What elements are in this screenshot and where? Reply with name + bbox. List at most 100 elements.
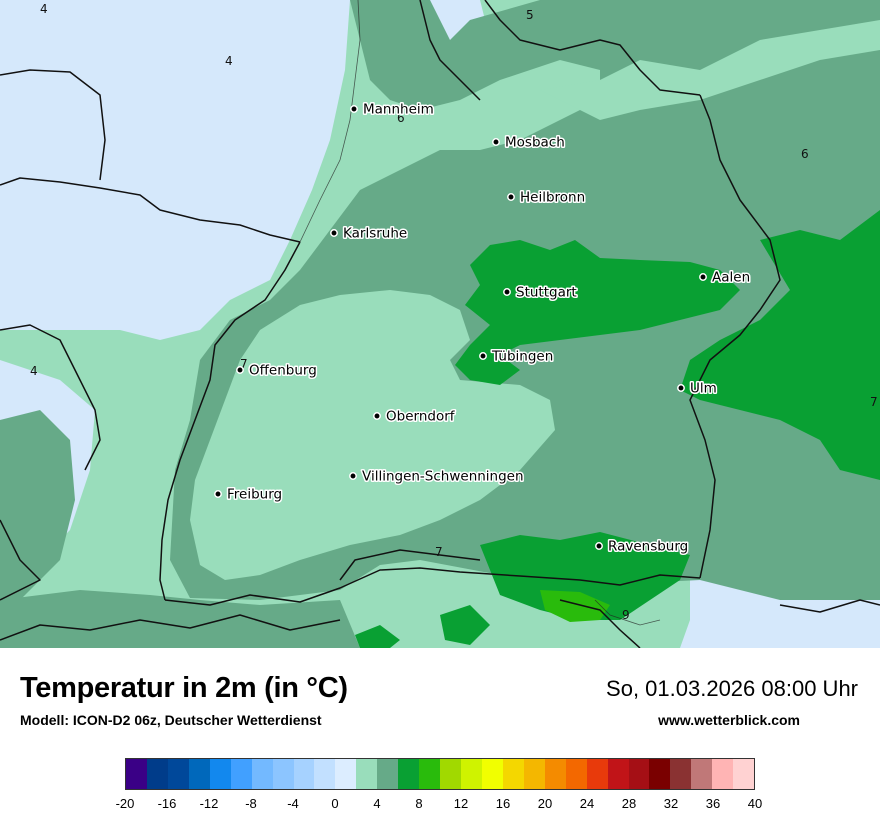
- city-label: Aalen: [712, 270, 750, 286]
- city-stuttgart: Stuttgart: [503, 283, 578, 302]
- legend-tick: 28: [621, 796, 637, 811]
- legend-tick: 32: [663, 796, 679, 811]
- legend-swatch: [377, 759, 399, 789]
- city-label: Freiburg: [227, 487, 282, 503]
- city-dot: [507, 193, 515, 201]
- legend-swatch: [419, 759, 441, 789]
- city-offenburg: Offenburg: [236, 361, 318, 380]
- city-dot: [699, 273, 707, 281]
- legend-swatch: [586, 759, 608, 789]
- city-label: Villingen-Schwenningen: [362, 469, 524, 485]
- map-footer: Temperatur in 2m (in °C) Modell: ICON-D2…: [0, 648, 880, 830]
- legend-swatch: [670, 759, 692, 789]
- city-label: Ulm: [690, 381, 717, 397]
- color-legend: -20 -16 -12 -8 -4 0 4 8 12 16 20 24 28 32 36 40: [116, 758, 762, 811]
- legend-swatch: [733, 759, 755, 789]
- city-dot: [503, 288, 511, 296]
- city-oberndorf: Oberndorf: [373, 407, 457, 426]
- city-dot: [330, 229, 338, 237]
- legend-swatch: [712, 759, 734, 789]
- isotherm-label: 4: [225, 54, 233, 68]
- legend-swatch: [251, 759, 273, 789]
- city-aalen: Aalen: [699, 268, 752, 287]
- legend-tick: 8: [415, 796, 423, 811]
- legend-swatch: [502, 759, 524, 789]
- legend-tick: 24: [579, 796, 595, 811]
- legend-swatch: [691, 759, 713, 789]
- city-label: Mannheim: [363, 102, 434, 118]
- city-label: Tübingen: [491, 349, 553, 365]
- map-title: Temperatur in 2m (in °C): [20, 672, 348, 704]
- city-dot: [349, 472, 357, 480]
- legend-swatch: [356, 759, 378, 789]
- rivers: [299, 0, 661, 626]
- pale-area-east: [540, 20, 880, 120]
- legend-color-bar: [125, 758, 755, 790]
- legend-tick-labels: -20 -16 -12 -8 -4 0 4 8 12 16 20 24 28 32 36 40: [116, 796, 763, 812]
- legend-swatch: [230, 759, 252, 789]
- legend-tick: -20: [115, 796, 135, 811]
- city-mannheim: Mannheim: [350, 100, 435, 119]
- city-dot: [595, 542, 603, 550]
- pale-area-schwarzwald: [190, 290, 555, 580]
- city-dot: [214, 490, 222, 498]
- isotherm-label: 7: [240, 357, 248, 371]
- legend-swatch: [146, 759, 168, 789]
- legend-tick: 20: [537, 796, 553, 811]
- city-dot: [479, 352, 487, 360]
- legend-swatch: [481, 759, 503, 789]
- legend-swatch: [544, 759, 566, 789]
- city-heilbronn: Heilbronn: [507, 188, 587, 207]
- legend-swatch: [126, 759, 147, 789]
- legend-tick: -4: [287, 796, 299, 811]
- legend-swatch: [523, 759, 545, 789]
- legend-tick: 4: [373, 796, 381, 811]
- city-mosbach: Mosbach: [492, 133, 566, 152]
- legend-swatch: [293, 759, 315, 789]
- legend-swatch: [398, 759, 420, 789]
- city-label: Offenburg: [249, 363, 317, 379]
- warm-area-bodensee: [480, 532, 690, 620]
- city-label: Mosbach: [505, 135, 565, 151]
- city-t-bingen: Tübingen: [479, 347, 555, 366]
- mild-area-west-rhine: [0, 410, 75, 610]
- legend-swatch: [565, 759, 587, 789]
- legend-tick: 12: [453, 796, 469, 811]
- city-dot: [350, 105, 358, 113]
- legend-swatch: [607, 759, 629, 789]
- legend-tick: 40: [747, 796, 763, 811]
- isotherm-labels: 4 5 4 6 6 4 7 7 7 9: [30, 2, 878, 622]
- city-label: Stuttgart: [516, 285, 577, 301]
- website-link[interactable]: www.wetterblick.com: [658, 712, 800, 728]
- isotherm-label: 9: [622, 608, 630, 622]
- city-label: Oberndorf: [386, 409, 456, 425]
- legend-swatch: [335, 759, 357, 789]
- warm-area-stuttgart: [455, 240, 740, 385]
- city-markers: Mannheim Mosbach Heilbronn Karlsruhe Aalen St…: [214, 100, 752, 556]
- legend-swatch: [188, 759, 210, 789]
- legend-tick: -12: [199, 796, 219, 811]
- city-karlsruhe: Karlsruhe: [330, 224, 409, 243]
- isotherm-label: 6: [397, 111, 405, 125]
- legend-swatch: [628, 759, 650, 789]
- warm-area-bodensee-core: [540, 590, 610, 622]
- legend-tick: -8: [245, 796, 257, 811]
- isotherm-label: 4: [40, 2, 48, 16]
- legend-swatch: [440, 759, 461, 789]
- legend-swatch: [272, 759, 294, 789]
- mild-area-lower-left: [0, 590, 360, 648]
- city-dot: [492, 138, 500, 146]
- legend-tick: 36: [705, 796, 721, 811]
- city-label: Karlsruhe: [343, 226, 407, 242]
- city-ulm: Ulm: [677, 379, 718, 398]
- legend-swatch: [209, 759, 231, 789]
- model-info: Modell: ICON-D2 06z, Deutscher Wetterdie…: [20, 712, 322, 728]
- legend-swatch: [167, 759, 189, 789]
- warm-spot-south: [355, 625, 400, 648]
- forecast-datetime: So, 01.03.2026 08:00 Uhr: [606, 676, 858, 701]
- city-label: Heilbronn: [520, 190, 585, 206]
- country-borders: [0, 0, 880, 648]
- weather-map: 4 5 4 6 6 4 7 7 7 9 Mannheim Mosbach Heilbronn Karls…: [0, 0, 880, 648]
- city-freiburg: Freiburg: [214, 485, 284, 504]
- city-dot: [373, 412, 381, 420]
